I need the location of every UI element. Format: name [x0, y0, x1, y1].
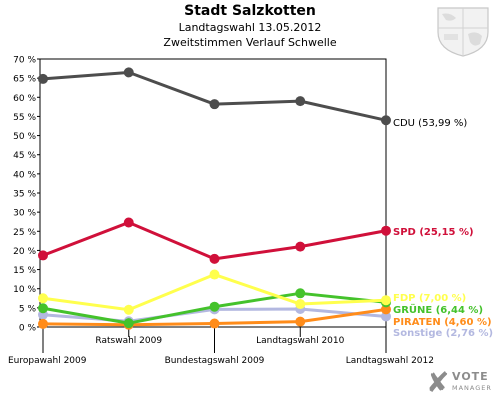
data-point-grüne: [38, 303, 48, 314]
y-tick-label: 15 %: [13, 266, 36, 276]
vote-manager-logo: ✘ VOTE MANAGER: [426, 368, 498, 398]
vote-manager-logo-line2: MANAGER: [452, 384, 492, 392]
vote-manager-logo-line1: VOTE: [452, 370, 489, 383]
series-label-sonstige: Sonstige (2,76 %): [393, 328, 493, 339]
y-tick-label: 35 %: [13, 190, 36, 200]
series-labels: CDU (53,99 %) SPD (25,15 %) FDP (7,00 %)GR…: [393, 118, 493, 339]
plot-area: [39, 58, 387, 328]
data-point-cdu: [295, 96, 306, 107]
y-axis: 0 % 5 % 10 % 15 % 20 % 25 % 30 % 35 % 40 % 45 % 50…: [13, 56, 40, 334]
data-point-piraten: [295, 316, 306, 327]
data-point-spd: [38, 250, 48, 261]
x-tick-label: Ratswahl 2009: [95, 336, 162, 346]
series-label-cdu: CDU (53,99 %): [393, 118, 467, 129]
data-point-fdp: [381, 295, 391, 306]
y-tick-label: 55 %: [13, 113, 36, 123]
data-point-cdu: [209, 99, 220, 110]
series-label-fdp: FDP (7,00 %): [393, 293, 466, 304]
data-point-piraten: [381, 304, 391, 315]
y-tick-label: 50 %: [13, 132, 36, 142]
data-point-cdu: [381, 115, 391, 126]
x-axis: Europawahl 2009 Ratswahl 2009Bundestagswa…: [8, 327, 434, 366]
coat-of-arms-icon: [437, 7, 489, 57]
data-point-sonstige: [381, 311, 391, 322]
chart-subtitle-2: Zweitstimmen Verlauf Schwelle: [163, 36, 337, 49]
data-point-fdp: [209, 269, 220, 280]
chart-subtitle: Landtagswahl 13.05.2012: [178, 21, 322, 34]
data-point-piraten: [38, 318, 48, 329]
data-point-fdp: [38, 293, 48, 304]
x-tick-label: Bundestagswahl 2009: [165, 356, 265, 366]
series-label-piraten: PIRATEN (4,60 %): [393, 317, 492, 328]
series-label-grüne: GRÜNE (6,44 %): [393, 302, 483, 316]
data-point-grüne: [123, 318, 134, 329]
data-point-spd: [295, 241, 306, 252]
y-tick-label: 40 %: [13, 170, 36, 180]
data-point-spd: [123, 217, 134, 228]
data-point-spd: [381, 225, 391, 236]
x-tick-label: Europawahl 2009: [8, 356, 87, 366]
x-tick-label: Landtagswahl 2010: [256, 336, 345, 346]
y-tick-label: 0 %: [19, 324, 37, 334]
y-tick-label: 5 %: [19, 304, 37, 314]
data-point-grüne: [209, 301, 220, 312]
chart-titles: Stadt Salzkotten Landtagswahl 13.05.2012…: [0, 2, 500, 50]
series-label-spd: SPD (25,15 %): [393, 227, 474, 238]
x-tick-label: Landtagswahl 2012: [346, 356, 434, 366]
data-point-cdu: [38, 73, 48, 84]
y-tick-label: 10 %: [13, 285, 36, 295]
y-tick-label: 65 %: [13, 75, 36, 85]
series-group: [38, 67, 391, 330]
y-tick-label: 30 %: [13, 209, 36, 219]
y-tick-label: 70 %: [13, 56, 36, 66]
data-point-fdp: [123, 304, 134, 315]
chart-title: Stadt Salzkotten: [184, 3, 316, 19]
y-tick-label: 20 %: [13, 247, 36, 257]
data-point-cdu: [123, 67, 134, 78]
vote-manager-mark-icon: ✘: [426, 366, 450, 399]
y-tick-label: 25 %: [13, 228, 36, 238]
data-point-fdp: [295, 299, 306, 310]
data-point-grüne: [295, 288, 306, 299]
data-point-spd: [209, 253, 220, 264]
data-point-piraten: [209, 318, 220, 329]
y-tick-label: 45 %: [13, 151, 36, 161]
y-tick-label: 60 %: [13, 94, 36, 104]
